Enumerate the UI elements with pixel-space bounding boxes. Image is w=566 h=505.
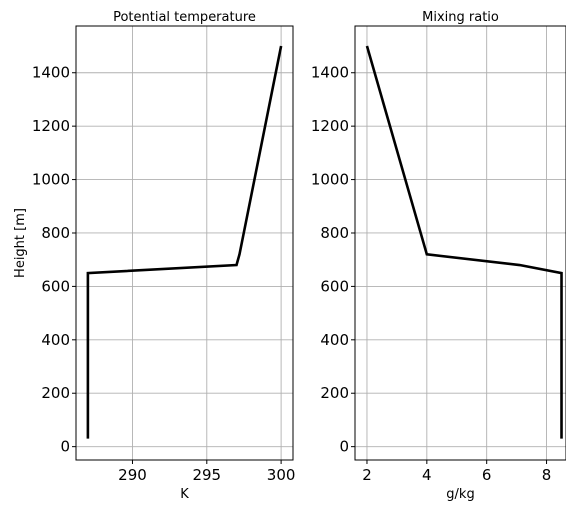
y-tick-label: 800 xyxy=(41,224,70,242)
series-line xyxy=(365,45,563,439)
x-tick-label: 8 xyxy=(542,466,552,484)
y-axis-label: Height [m] xyxy=(13,208,28,278)
axes-frame xyxy=(354,25,566,461)
y-tick-label: 1400 xyxy=(311,64,349,82)
y-tick-label: 200 xyxy=(320,384,349,402)
x-tick-label: 4 xyxy=(422,466,432,484)
y-tick-label: 0 xyxy=(339,438,349,456)
chart-title: Potential temperature xyxy=(113,10,256,25)
axes-frame xyxy=(75,25,294,461)
x-tick-label: 300 xyxy=(267,466,296,484)
x-tick-label: 6 xyxy=(482,466,492,484)
potential-temperature-panel: 290 295 300 0 200 400 600 800 1000 1200 1400 Potent… xyxy=(13,10,295,502)
y-tick-label: 1200 xyxy=(311,117,349,135)
y-tick-label: 1400 xyxy=(32,64,70,82)
y-tick-label: 1000 xyxy=(311,171,349,189)
y-tick-label: 200 xyxy=(41,384,70,402)
chart-title: Mixing ratio xyxy=(422,10,499,25)
x-axis-label: K xyxy=(180,487,189,502)
x-tick-label: 295 xyxy=(192,466,221,484)
y-tick-label: 1200 xyxy=(32,117,70,135)
y-tick-label: 1000 xyxy=(32,171,70,189)
x-axis-label: g/kg xyxy=(446,487,474,502)
y-tick-label: 600 xyxy=(41,277,70,295)
mixing-ratio-panel: 2 4 6 8 0 200 400 600 800 1000 1200 1400 Mixing rati… xyxy=(311,10,566,502)
y-tick-label: 0 xyxy=(60,438,70,456)
y-tick-label: 400 xyxy=(41,331,70,349)
series-line xyxy=(86,45,283,439)
x-tick-label: 2 xyxy=(362,466,372,484)
y-tick-label: 800 xyxy=(320,224,349,242)
y-tick-label: 600 xyxy=(320,277,349,295)
x-tick-label: 290 xyxy=(118,466,147,484)
y-tick-label: 400 xyxy=(320,331,349,349)
